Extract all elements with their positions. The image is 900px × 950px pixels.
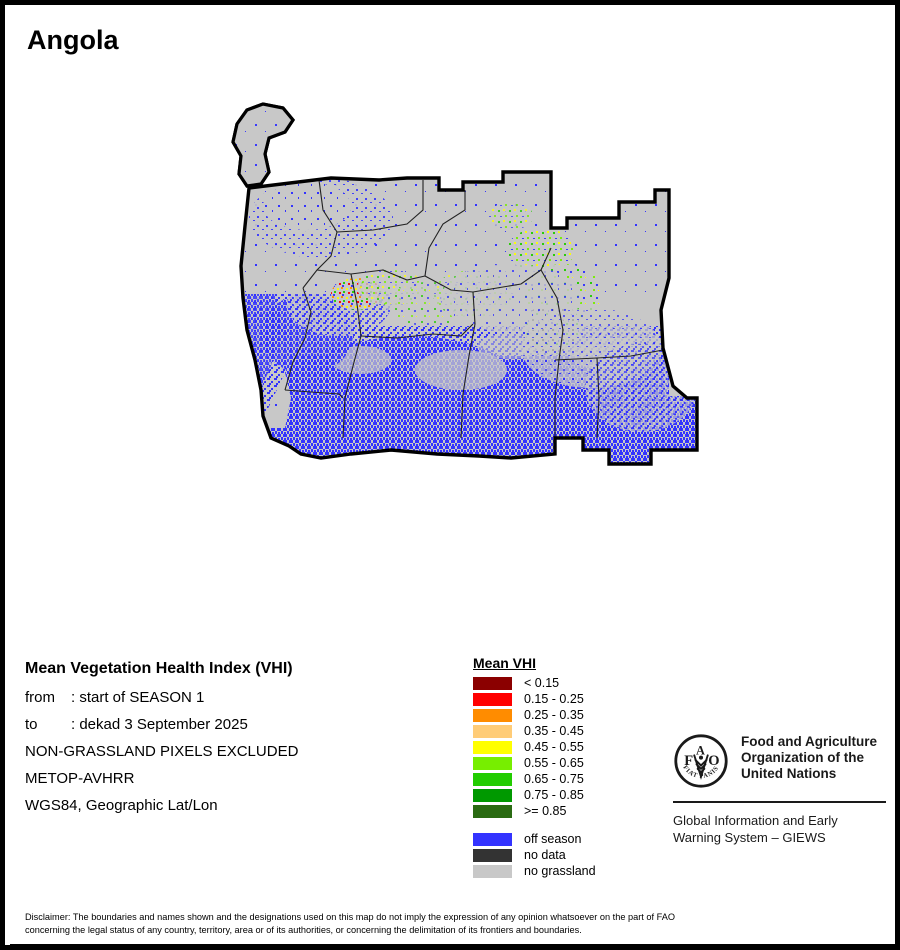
legend-spacer xyxy=(473,820,663,832)
info-pixels-note: NON-GRASSLAND PIXELS EXCLUDED xyxy=(25,743,299,760)
fao-name-line3: United Nations xyxy=(741,766,837,781)
legend-row[interactable]: 0.75 - 0.85 xyxy=(473,788,663,803)
legend-label: off season xyxy=(524,832,582,846)
angola-map[interactable] xyxy=(185,50,725,630)
legend-label: < 0.15 xyxy=(524,676,560,690)
fao-logo-icon: F A O FIAT PANIS xyxy=(674,734,728,788)
legend-label: 0.45 - 0.55 xyxy=(524,740,584,754)
info-from-row: from : start of SEASON 1 xyxy=(25,689,425,706)
disclaimer-line1: Disclaimer: The boundaries and names sho… xyxy=(25,912,675,922)
bottom-rule xyxy=(10,944,900,950)
svg-text:A: A xyxy=(696,743,705,757)
info-projection: WGS84, Geographic Lat/Lon xyxy=(25,797,218,814)
legend-swatch xyxy=(473,677,512,690)
legend-swatch xyxy=(473,805,512,818)
legend-row[interactable]: 0.35 - 0.45 xyxy=(473,724,663,739)
fao-divider xyxy=(673,801,886,803)
fao-organization-name: Food and Agriculture Organization of the… xyxy=(741,733,877,782)
legend-label: no grassland xyxy=(524,864,596,878)
legend-row[interactable]: < 0.15 xyxy=(473,676,663,691)
legend-title: Mean VHI xyxy=(473,655,537,671)
map-info-block: Mean Vegetation Health Index (VHI) from:… xyxy=(25,660,425,824)
fao-logo-row: F A O FIAT PANIS xyxy=(673,733,888,789)
legend-swatch xyxy=(473,757,512,770)
giews-line1: Global Information and Early xyxy=(673,813,838,828)
legend-label: 0.35 - 0.45 xyxy=(524,724,584,738)
legend-row[interactable]: 0.55 - 0.65 xyxy=(473,756,663,771)
legend-label: >= 0.85 xyxy=(524,804,567,818)
legend-label: 0.25 - 0.35 xyxy=(524,708,584,722)
legend-swatch xyxy=(473,833,512,846)
disclaimer-line2: concerning the legal status of any count… xyxy=(25,925,582,935)
giews-line2: Warning System – GIEWS xyxy=(673,830,826,845)
legend-label: 0.75 - 0.85 xyxy=(524,788,584,802)
disclaimer-text: Disclaimer: The boundaries and names sho… xyxy=(25,911,885,937)
info-sensor: METOP-AVHRR xyxy=(25,770,135,787)
info-from-value: : start of SEASON 1 xyxy=(71,689,205,706)
legend-row[interactable]: 0.25 - 0.35 xyxy=(473,708,663,723)
fao-name-line1: Food and Agriculture xyxy=(741,734,877,749)
legend-swatch xyxy=(473,789,512,802)
legend-row-no-grassland[interactable]: no grassland xyxy=(473,864,663,879)
legend-row[interactable]: 0.65 - 0.75 xyxy=(473,772,663,787)
svg-text:O: O xyxy=(708,753,719,769)
legend-row[interactable]: 0.45 - 0.55 xyxy=(473,740,663,755)
legend-swatch xyxy=(473,773,512,786)
legend-row[interactable]: 0.15 - 0.25 xyxy=(473,692,663,707)
legend-swatch xyxy=(473,849,512,862)
legend-row-no-data[interactable]: no data xyxy=(473,848,663,863)
legend-label: no data xyxy=(524,848,566,862)
province-boundaries xyxy=(284,179,664,439)
giews-name: Global Information and Early Warning Sys… xyxy=(673,812,888,846)
cabinda-exclave xyxy=(231,102,295,188)
legend-swatch xyxy=(473,741,512,754)
legend-row-off-season[interactable]: off season xyxy=(473,832,663,847)
info-to-value: : dekad 3 September 2025 xyxy=(71,716,248,733)
legend-row[interactable]: >= 0.85 xyxy=(473,804,663,819)
legend-swatch xyxy=(473,709,512,722)
legend-swatch xyxy=(473,865,512,878)
map-container[interactable] xyxy=(185,50,725,630)
info-heading: Mean Vegetation Health Index (VHI) xyxy=(25,660,293,677)
info-to-label: to xyxy=(25,716,38,733)
angola-mainland xyxy=(239,170,699,466)
legend-label: 0.55 - 0.65 xyxy=(524,756,584,770)
legend-swatch xyxy=(473,693,512,706)
legend-label: 0.15 - 0.25 xyxy=(524,692,584,706)
info-from-label: from xyxy=(25,689,55,706)
svg-text:F: F xyxy=(684,753,693,769)
legend-swatch xyxy=(473,725,512,738)
fao-name-line2: Organization of the xyxy=(741,750,864,765)
map-legend: Mean VHI < 0.15 0.15 - 0.25 0.25 - 0.35 … xyxy=(473,655,663,880)
legend-label: 0.65 - 0.75 xyxy=(524,772,584,786)
info-to-row: to : dekad 3 September 2025 xyxy=(25,716,425,733)
fao-branding-block: F A O FIAT PANIS xyxy=(673,733,888,846)
page-title: Angola xyxy=(27,25,119,55)
